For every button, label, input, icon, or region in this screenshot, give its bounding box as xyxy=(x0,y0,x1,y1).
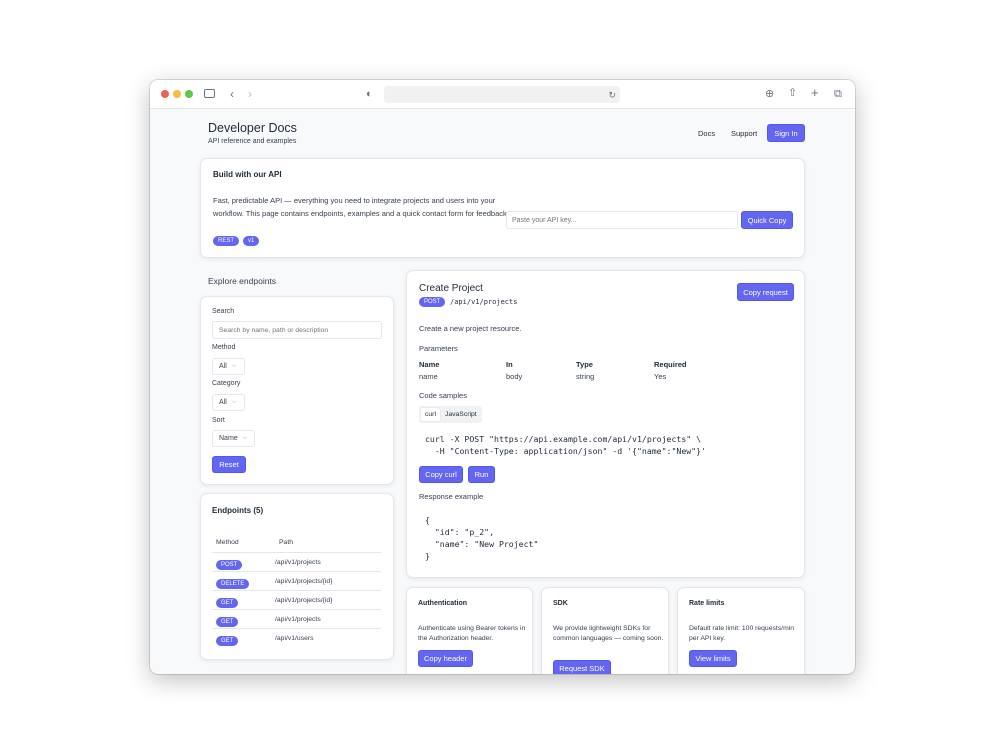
forward-icon[interactable]: › xyxy=(248,87,252,101)
nav-docs[interactable]: Docs xyxy=(698,129,716,138)
download-icon[interactable]: ⊕ xyxy=(765,88,775,100)
endpoint-detail-card: Create Project POST /api/v1/projects Cop… xyxy=(406,270,805,578)
category-select[interactable]: All ⌵ xyxy=(212,394,245,411)
copy-request-button[interactable]: Copy request xyxy=(737,283,794,301)
table-row[interactable]: GET/api/v1/users xyxy=(212,628,381,647)
param-required: Yes xyxy=(654,372,667,381)
site-title: Developer Docs xyxy=(208,121,297,135)
api-key-input[interactable] xyxy=(506,211,738,229)
info-card-authentication: Authentication Authenticate using Bearer… xyxy=(406,587,533,674)
hero-card: Build with our API Fast, predictable API… xyxy=(200,158,805,258)
tabs-overview-icon[interactable]: ⧉ xyxy=(834,88,842,100)
endpoint-path: /api/v1/users xyxy=(275,634,314,642)
method-badge: GET xyxy=(216,617,239,627)
chevron-down-icon: ⌵ xyxy=(242,435,248,441)
parameters-title: Parameters xyxy=(419,344,458,353)
info-card-text: Authenticate using Bearer tokens in the … xyxy=(418,625,526,642)
sign-in-button[interactable]: Sign In xyxy=(767,124,805,142)
detail-title: Create Project xyxy=(419,283,483,294)
code-samples-title: Code samples xyxy=(419,391,467,400)
category-label: Category xyxy=(212,380,241,387)
response-title: Response example xyxy=(419,492,484,501)
address-bar[interactable]: ↻ xyxy=(384,86,620,103)
hero-description: Fast, predictable API — everything you n… xyxy=(213,196,509,218)
param-col-name: Name xyxy=(419,360,440,369)
param-col-type: Type xyxy=(576,360,593,369)
nav-support[interactable]: Support xyxy=(731,129,758,138)
endpoint-path: /api/v1/projects/{id} xyxy=(275,577,333,585)
badge-v1: v1 xyxy=(243,236,260,246)
info-card-sdk: SDK We provide lightweight SDKs for comm… xyxy=(541,587,669,674)
browser-window: ‹ › ◐ ↻ ⊕ ⇧ + ⧉ Developer Docs API refer… xyxy=(150,80,855,674)
info-card-text: We provide lightweight SDKs for common l… xyxy=(553,625,664,642)
endpoints-title: Endpoints (5) xyxy=(212,506,264,515)
info-card-rate-limits: Rate limits Default rate limit: 100 requ… xyxy=(677,587,805,674)
endpoint-path: /api/v1/projects xyxy=(275,558,321,566)
share-icon[interactable]: ⇧ xyxy=(788,87,798,99)
quick-copy-button[interactable]: Quick Copy xyxy=(741,211,793,229)
browser-toolbar: ‹ › ◐ ↻ ⊕ ⇧ + ⧉ xyxy=(150,80,855,109)
endpoint-path: /api/v1/projects/{id} xyxy=(275,596,333,604)
method-badge: DELETE xyxy=(216,579,250,589)
site-subtitle: API reference and examples xyxy=(208,138,297,145)
maximize-window-button[interactable] xyxy=(185,90,193,98)
request-sdk-button[interactable]: Request SDK xyxy=(553,660,611,674)
search-input[interactable] xyxy=(212,321,382,339)
sort-value: Name xyxy=(219,435,238,442)
chevron-down-icon: ⌵ xyxy=(231,363,237,369)
copy-header-button[interactable]: Copy header xyxy=(418,650,473,667)
info-card-title: SDK xyxy=(553,600,568,607)
info-card-text: Default rate limit: 100 requests/min per… xyxy=(689,625,795,642)
run-button[interactable]: Run xyxy=(468,466,495,483)
hero-title: Build with our API xyxy=(213,170,282,179)
sidebar-toggle-icon[interactable] xyxy=(204,89,215,98)
tab-javascript[interactable]: JavaScript xyxy=(444,411,477,418)
method-label: Method xyxy=(212,344,236,351)
detail-description: Create a new project resource. xyxy=(419,324,522,333)
back-icon[interactable]: ‹ xyxy=(230,87,234,101)
table-row[interactable]: GET/api/v1/projects xyxy=(212,609,381,628)
table-row[interactable]: DELETE/api/v1/projects/{id} xyxy=(212,571,381,590)
copy-curl-button[interactable]: Copy curl xyxy=(419,466,463,483)
param-col-required: Required xyxy=(654,360,687,369)
close-window-button[interactable] xyxy=(161,90,169,98)
column-method: Method xyxy=(216,539,239,546)
endpoint-path: /api/v1/projects xyxy=(275,615,321,623)
endpoints-card: Endpoints (5) Method Path POST/api/v1/pr… xyxy=(200,493,394,660)
method-badge: GET xyxy=(216,598,239,608)
chevron-down-icon: ⌵ xyxy=(231,399,237,405)
view-limits-button[interactable]: View limits xyxy=(689,650,737,667)
explore-title: Explore endpoints xyxy=(208,276,277,286)
info-card-title: Authentication xyxy=(418,600,467,607)
filter-card: Search Method All ⌵ Category All ⌵ Sort Na… xyxy=(200,296,394,485)
method-badge: POST xyxy=(419,297,446,307)
badge-rest: REST xyxy=(213,236,240,246)
minimize-window-button[interactable] xyxy=(173,90,181,98)
code-block: curl -X POST "https://api.example.com/ap… xyxy=(425,434,706,456)
sort-label: Sort xyxy=(212,417,225,424)
info-card-title: Rate limits xyxy=(689,600,725,607)
search-label: Search xyxy=(212,308,235,315)
table-row[interactable]: POST/api/v1/projects xyxy=(212,552,381,571)
privacy-shield-icon[interactable]: ◐ xyxy=(366,88,373,100)
method-value: All xyxy=(219,363,227,370)
method-badge: POST xyxy=(216,560,243,570)
tab-curl[interactable]: curl xyxy=(421,408,440,421)
param-type: string xyxy=(576,372,595,381)
reload-icon[interactable]: ↻ xyxy=(608,90,616,100)
method-select[interactable]: All ⌵ xyxy=(212,358,245,375)
param-col-in: In xyxy=(506,360,513,369)
reset-button[interactable]: Reset xyxy=(212,456,246,473)
sort-select[interactable]: Name ⌵ xyxy=(212,430,255,447)
method-badge: GET xyxy=(216,636,239,646)
param-name: name xyxy=(419,372,438,381)
response-block: { "id": "p_2", "name": "New Project" } xyxy=(425,515,539,561)
category-value: All xyxy=(219,399,227,406)
detail-path: /api/v1/projects xyxy=(450,298,518,306)
column-path: Path xyxy=(279,539,293,546)
new-tab-icon[interactable]: + xyxy=(811,85,819,100)
table-row[interactable]: GET/api/v1/projects/{id} xyxy=(212,590,381,609)
param-in: body xyxy=(506,372,523,381)
